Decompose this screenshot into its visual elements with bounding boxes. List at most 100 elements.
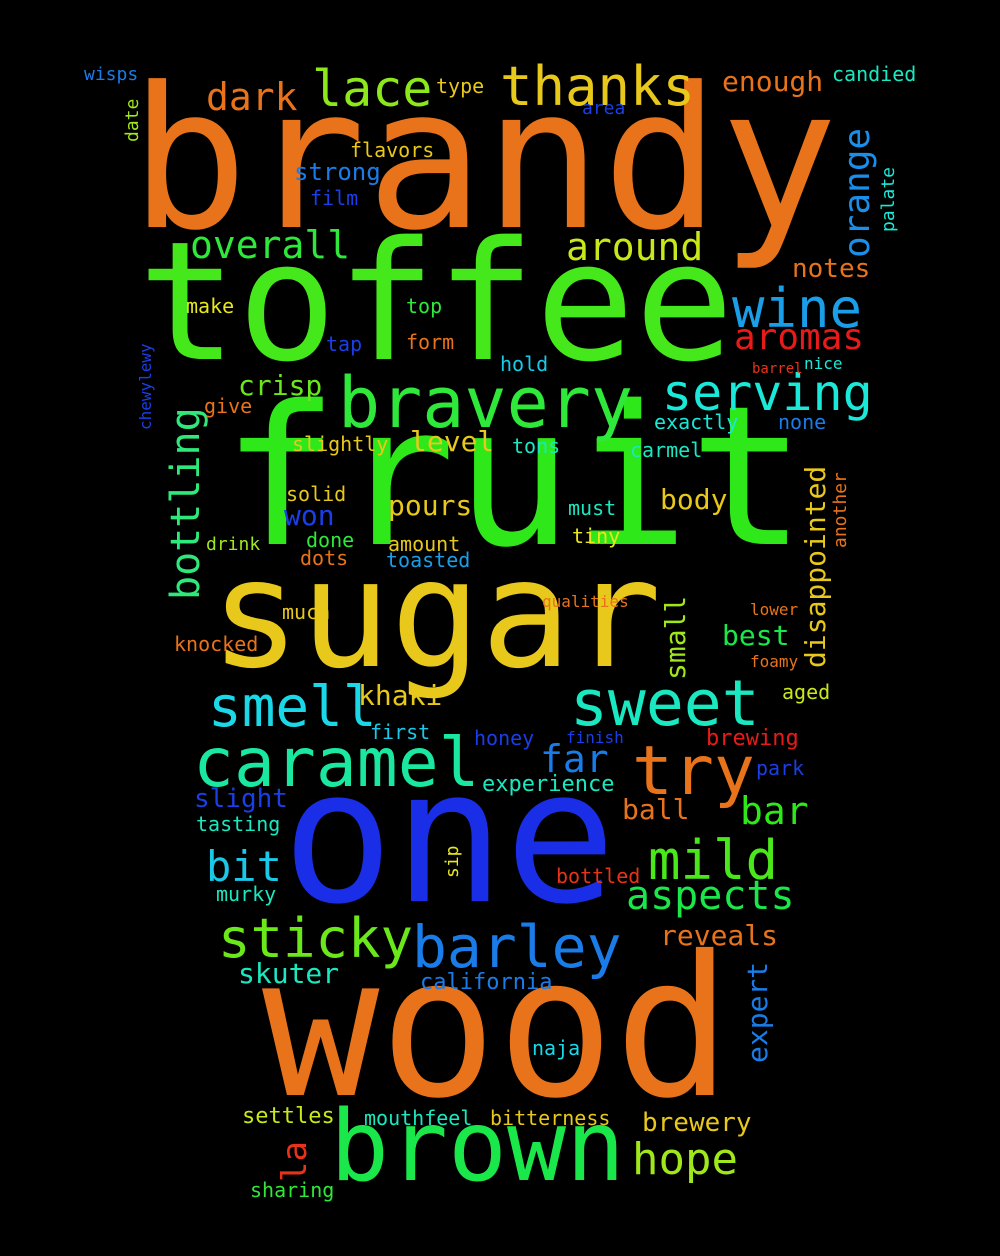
word-aged: aged — [782, 680, 831, 704]
word-much: much — [282, 600, 331, 624]
word-overall: overall — [190, 223, 351, 267]
word-tiny: tiny — [572, 524, 621, 548]
word-make: make — [186, 294, 235, 318]
word-lace: lace — [312, 60, 433, 118]
word-area: area — [582, 98, 626, 119]
word-park: park — [756, 756, 805, 780]
word-far: far — [540, 737, 609, 781]
word-aspects: aspects — [626, 873, 795, 919]
word-chewylewy: chewylewy — [136, 343, 155, 430]
word-foamy: foamy — [750, 652, 799, 671]
word-notes: notes — [792, 254, 871, 284]
word-brown: brown — [330, 1090, 626, 1204]
word-murky: murky — [216, 882, 277, 906]
word-sweet: sweet — [570, 667, 760, 740]
word-bitterness: bitterness — [490, 1106, 611, 1130]
word-pours: pours — [388, 489, 473, 522]
word-barley: barley — [412, 913, 622, 981]
word-another: another — [830, 472, 851, 548]
word-best: best — [722, 619, 790, 652]
word-barrel: barrel — [752, 361, 803, 377]
word-caramel: caramel — [193, 724, 480, 803]
word-sticky: sticky — [218, 907, 414, 970]
word-crisp: crisp — [238, 369, 323, 402]
word-try: try — [632, 732, 755, 811]
word-aromas: aromas — [734, 317, 865, 358]
word-khaki: khaki — [358, 679, 443, 712]
word-film: film — [310, 186, 359, 210]
word-wisps: wisps — [84, 64, 139, 85]
word-fruit: fruit — [222, 364, 806, 590]
word-mild: mild — [648, 829, 779, 892]
word-bottled: bottled — [556, 864, 641, 888]
word-around: around — [566, 225, 704, 269]
word-top: top — [406, 294, 443, 318]
word-smell: smell — [208, 675, 377, 740]
word-bar: bar — [740, 789, 809, 833]
word-solid: solid — [286, 482, 347, 506]
word-thanks: thanks — [500, 55, 696, 118]
word-type: type — [436, 74, 485, 98]
word-toasted: toasted — [386, 548, 471, 572]
word-won: won — [284, 499, 335, 532]
word-ball: ball — [622, 793, 690, 826]
word-hope: hope — [632, 1134, 738, 1185]
word-brewery: brewery — [642, 1108, 752, 1138]
word-form: form — [406, 330, 455, 354]
word-strong: strong — [294, 158, 381, 186]
word-honey: honey — [474, 726, 535, 750]
word-brewing: brewing — [706, 726, 799, 751]
word-bit: bit — [206, 842, 282, 891]
word-level: level — [410, 425, 495, 458]
word-date: date — [122, 98, 143, 142]
word-must: must — [568, 496, 617, 520]
word-la: la — [275, 1141, 315, 1182]
word-nice: nice — [804, 354, 843, 373]
word-none: none — [778, 410, 827, 434]
word-lower: lower — [750, 600, 799, 619]
word-tasting: tasting — [196, 812, 281, 836]
word-done: done — [306, 528, 355, 552]
word-first: first — [370, 720, 431, 744]
word-california: california — [420, 970, 553, 995]
word-serving: serving — [662, 364, 873, 422]
word-give: give — [204, 394, 253, 418]
word-wine: wine — [732, 277, 863, 340]
word-qualities: qualities — [542, 592, 629, 611]
word-one: one — [282, 729, 617, 945]
word-wood: wood — [262, 914, 732, 1141]
word-sugar: sugar — [210, 528, 662, 702]
word-drink: drink — [206, 534, 261, 555]
word-dark: dark — [206, 75, 298, 119]
word-bravery: bravery — [338, 362, 634, 444]
word-toffee: toffee — [138, 206, 735, 398]
word-dots: dots — [300, 546, 349, 570]
word-carmel: carmel — [630, 438, 703, 462]
word-enough: enough — [722, 65, 824, 98]
word-candied: candied — [832, 62, 917, 86]
word-slightly: slightly — [292, 432, 389, 456]
word-orange: orange — [837, 127, 878, 258]
word-small: small — [659, 595, 692, 680]
word-amount: amount — [388, 532, 461, 556]
word-body: body — [660, 483, 728, 516]
word-skuter: skuter — [238, 957, 340, 990]
word-palate: palate — [878, 166, 899, 232]
word-knocked: knocked — [174, 632, 259, 656]
word-settles: settles — [242, 1104, 335, 1129]
word-naja: naja — [532, 1036, 581, 1060]
word-sharing: sharing — [250, 1178, 335, 1202]
word-bottling: bottling — [163, 407, 209, 600]
word-tons: tons — [512, 434, 561, 458]
word-flavors: flavors — [350, 138, 435, 162]
word-finish: finish — [566, 728, 624, 747]
word-brandy: brandy — [130, 46, 839, 274]
word-exactly: exactly — [654, 410, 739, 434]
word-sip: sip — [442, 845, 463, 878]
word-expert: expert — [741, 961, 774, 1063]
word-reveals: reveals — [660, 919, 779, 952]
word-tap: tap — [326, 332, 363, 356]
word-slight: slight — [194, 784, 288, 814]
word-experience: experience — [482, 772, 615, 797]
